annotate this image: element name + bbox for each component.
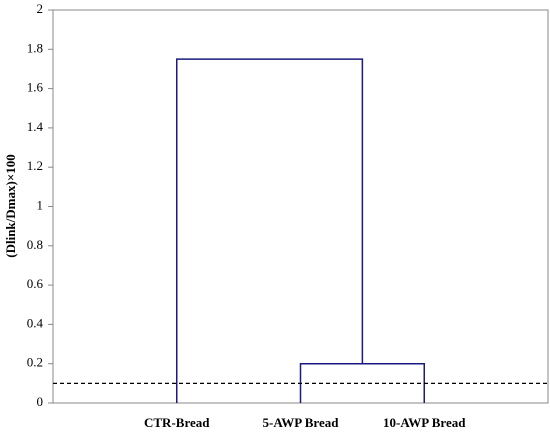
y-tick-label: 1.4 (27, 119, 44, 134)
dendrogram-link (176, 58, 364, 403)
y-tick-label: 0.2 (27, 355, 43, 370)
x-tick-label: 5-AWP Bread (263, 415, 340, 430)
y-tick-label: 0 (37, 394, 44, 409)
y-tick-label: 0.4 (27, 315, 44, 330)
y-tick-label: 0.8 (27, 237, 43, 252)
plot-frame (52, 9, 549, 404)
y-axis-label: (Dlink/Dmax)×100 (3, 154, 18, 257)
y-tick-label: 0.6 (27, 276, 44, 291)
y-tick-label: 1.2 (27, 158, 43, 173)
y-tick-label: 1.6 (27, 80, 44, 95)
y-tick-label: 1.8 (27, 40, 43, 55)
x-tick-label: 10-AWP Bread (383, 415, 466, 430)
y-tick-label: 1 (37, 197, 44, 212)
y-tick-label: 2 (37, 1, 44, 16)
x-tick-label: CTR-Bread (144, 415, 210, 430)
